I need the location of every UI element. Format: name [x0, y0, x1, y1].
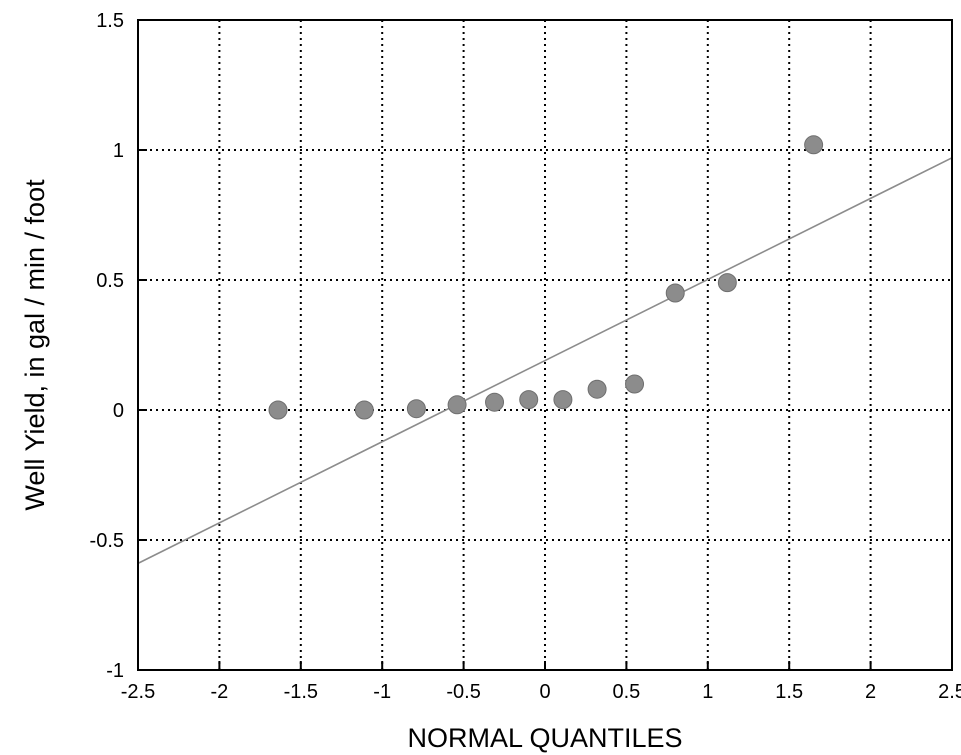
data-point [447, 395, 467, 415]
x-tick-label: 0 [539, 681, 550, 703]
y-tick-labels: -1 -0.5 0 0.5 1 1.5 [90, 10, 124, 682]
data-point [717, 273, 737, 293]
data-point [268, 400, 288, 420]
y-tick-label: 1.5 [96, 10, 124, 32]
x-tick-label: -2 [211, 681, 229, 703]
tick-marks [137, 19, 953, 671]
data-points [268, 135, 824, 420]
x-tick-label: 1 [702, 681, 713, 703]
data-point [406, 399, 426, 419]
y-tick-label: 0 [113, 400, 124, 422]
data-point [625, 374, 645, 394]
fit-line [137, 157, 953, 565]
data-point [485, 392, 505, 412]
data-point [665, 283, 685, 303]
data-point [354, 400, 374, 420]
y-tick-label: 0.5 [96, 270, 124, 292]
y-axis-title: Well Yield, in gal / min / foot [20, 179, 50, 511]
x-tick-label: -1 [373, 681, 391, 703]
y-tick-label: -0.5 [90, 530, 124, 552]
x-tick-label: -1.5 [284, 681, 318, 703]
fit-line-group [137, 157, 953, 565]
x-tick-label: 2 [865, 681, 876, 703]
x-tick-label: 0.5 [612, 681, 640, 703]
data-point [519, 390, 539, 410]
x-tick-label: 1.5 [775, 681, 803, 703]
data-point [587, 379, 607, 399]
x-tick-labels: -2.5 -2 -1.5 -1 -0.5 0 0.5 1 1.5 2 2.5 [121, 681, 961, 703]
y-tick-label: 1 [113, 140, 124, 162]
x-tick-label: -0.5 [446, 681, 480, 703]
x-tick-label: -2.5 [121, 681, 155, 703]
y-tick-label: -1 [106, 660, 124, 682]
data-point [804, 135, 824, 155]
grid-lines [138, 20, 952, 670]
x-tick-label: 2.5 [938, 681, 961, 703]
data-point [553, 390, 573, 410]
x-axis-title: NORMAL QUANTILES [407, 723, 682, 753]
